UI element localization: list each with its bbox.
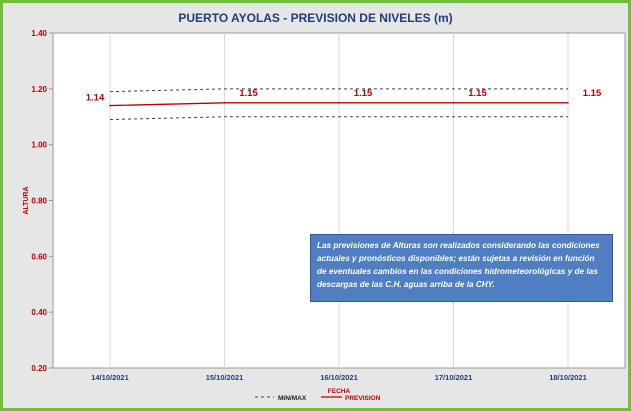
y-tick-label-2: 0.60 <box>31 252 47 261</box>
y-tick-label-6: 1.40 <box>31 29 47 38</box>
y-tick-label-0: 0.20 <box>31 364 47 373</box>
chart-note: Las previsiones de Alturas son realizado… <box>310 234 613 302</box>
x-tick-label-3: 17/10/2021 <box>435 373 473 382</box>
y-tick-label-4: 1.00 <box>31 141 47 150</box>
y-tick-label-3: 0.80 <box>31 197 47 206</box>
y-tick-label-5: 1.20 <box>31 85 47 94</box>
y-tick-label-1: 0.40 <box>31 308 47 317</box>
prevision-point-4 <box>567 101 569 104</box>
y-axis-label: ALTURA <box>23 186 30 214</box>
legend-prevision-label: PREVISION <box>345 395 381 402</box>
prevision-point-1 <box>223 101 226 104</box>
x-tick-label-2: 16/10/2021 <box>320 373 358 382</box>
x-tick-label-1: 15/10/2021 <box>206 373 244 382</box>
series-min-line <box>109 116 568 121</box>
data-label-2: 1.15 <box>354 88 373 99</box>
x-tick-label-0: 14/10/2021 <box>91 373 129 382</box>
data-label-1: 1.15 <box>239 88 258 99</box>
x-tick-label-4: 18/10/2021 <box>549 373 587 382</box>
prevision-point-2 <box>338 101 340 104</box>
x-axis-label: FECHA <box>328 388 351 395</box>
prevision-point-3 <box>452 101 455 104</box>
chart-title: PUERTO AYOLAS - PREVISION DE NIVELES (m) <box>178 11 453 25</box>
data-label-4: 1.15 <box>583 88 602 99</box>
prevision-point-0 <box>109 104 111 107</box>
data-label-3: 1.15 <box>468 88 487 99</box>
series-max-line <box>109 88 568 93</box>
data-label-0: 1.14 <box>86 93 105 104</box>
legend-minmax-label: MIN/MAX <box>278 395 307 402</box>
